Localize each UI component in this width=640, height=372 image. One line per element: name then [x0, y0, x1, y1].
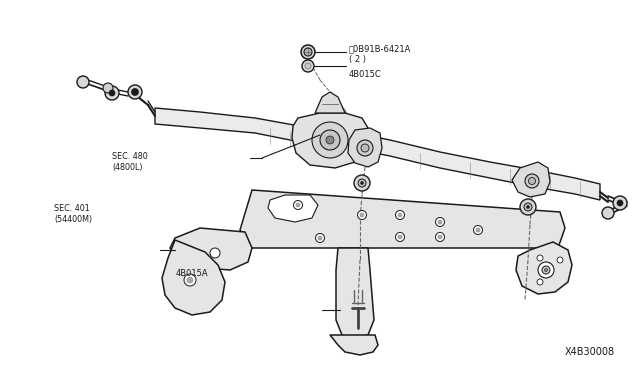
Circle shape — [525, 174, 539, 188]
Polygon shape — [516, 242, 572, 294]
Circle shape — [527, 205, 529, 208]
Text: X4B30008: X4B30008 — [564, 347, 614, 357]
Circle shape — [326, 136, 334, 144]
Circle shape — [435, 218, 445, 227]
Circle shape — [537, 255, 543, 261]
Polygon shape — [170, 228, 252, 270]
Circle shape — [538, 262, 554, 278]
Circle shape — [398, 235, 402, 239]
Circle shape — [545, 269, 547, 272]
Polygon shape — [240, 190, 565, 248]
Circle shape — [105, 86, 119, 100]
Polygon shape — [330, 335, 378, 355]
Polygon shape — [315, 92, 345, 113]
Circle shape — [358, 211, 367, 219]
Circle shape — [396, 211, 404, 219]
Circle shape — [301, 45, 315, 59]
Circle shape — [305, 63, 311, 69]
Text: SEC. 480
(4800L): SEC. 480 (4800L) — [112, 152, 148, 171]
Circle shape — [537, 279, 543, 285]
Text: 4B015A: 4B015A — [176, 269, 209, 278]
Polygon shape — [336, 248, 374, 338]
Circle shape — [302, 60, 314, 72]
Circle shape — [128, 85, 142, 99]
Circle shape — [294, 201, 303, 209]
Text: SEC. 401
(54400M): SEC. 401 (54400M) — [54, 204, 93, 224]
Circle shape — [438, 220, 442, 224]
Circle shape — [361, 144, 369, 152]
Circle shape — [474, 225, 483, 234]
Circle shape — [613, 196, 627, 210]
Polygon shape — [162, 240, 225, 315]
Circle shape — [529, 177, 536, 185]
Circle shape — [438, 235, 442, 239]
Circle shape — [520, 199, 536, 215]
Circle shape — [210, 248, 220, 258]
Polygon shape — [292, 113, 368, 168]
Polygon shape — [155, 108, 600, 200]
Circle shape — [318, 236, 322, 240]
Polygon shape — [512, 162, 550, 197]
Polygon shape — [348, 128, 382, 167]
Circle shape — [360, 213, 364, 217]
Polygon shape — [268, 195, 318, 222]
Circle shape — [109, 90, 115, 96]
Circle shape — [131, 89, 138, 96]
Circle shape — [557, 257, 563, 263]
Circle shape — [360, 182, 364, 185]
Circle shape — [476, 228, 480, 232]
Circle shape — [320, 130, 340, 150]
Circle shape — [312, 122, 348, 158]
Circle shape — [354, 175, 370, 191]
Circle shape — [316, 234, 324, 243]
Circle shape — [398, 213, 402, 217]
Circle shape — [602, 207, 614, 219]
Circle shape — [542, 266, 550, 274]
Circle shape — [304, 48, 312, 56]
Circle shape — [617, 200, 623, 206]
Text: 4B015C: 4B015C — [349, 70, 381, 79]
Circle shape — [357, 140, 373, 156]
Circle shape — [77, 76, 89, 88]
Circle shape — [187, 277, 193, 283]
Text: ⓝ0B91B-6421A
( 2 ): ⓝ0B91B-6421A ( 2 ) — [349, 44, 411, 64]
Circle shape — [435, 232, 445, 241]
Circle shape — [358, 179, 366, 187]
Circle shape — [103, 83, 113, 93]
Circle shape — [396, 232, 404, 241]
Circle shape — [524, 203, 532, 211]
Circle shape — [184, 274, 196, 286]
Circle shape — [296, 203, 300, 207]
